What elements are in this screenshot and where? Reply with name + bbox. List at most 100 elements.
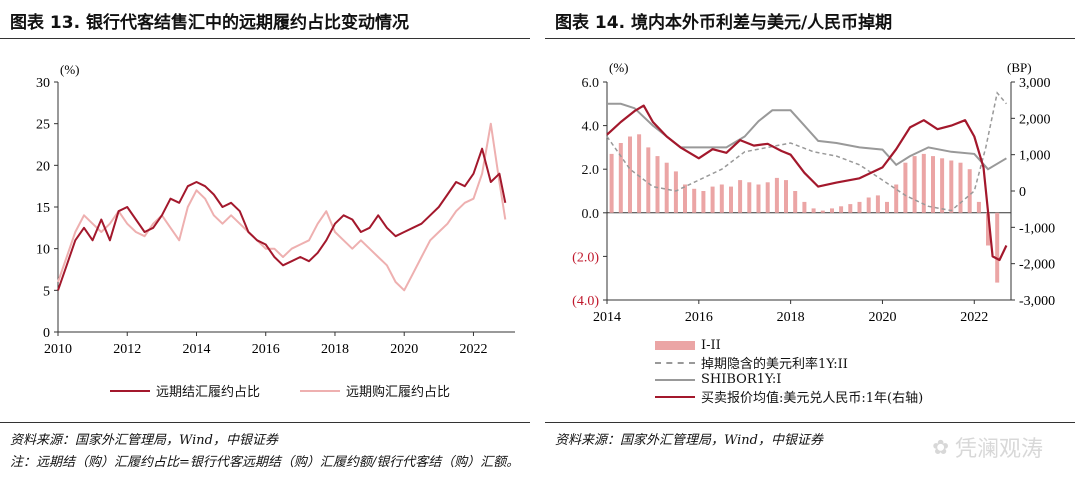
bar-i-ii: [673, 171, 678, 213]
bar-i-ii: [995, 212, 1000, 283]
x-tick-label: 2020: [868, 310, 896, 325]
bar-i-ii: [802, 201, 807, 213]
y-tick-label-right: 2,000: [1019, 112, 1051, 127]
bar-i-ii: [811, 208, 816, 213]
x-tick-label: 2020: [390, 342, 418, 357]
bar-i-ii: [765, 182, 770, 213]
figure-14-chart: 6.0 4.0 2.0 0.0 (2.0) (4.0) 3,000 2,000 1,000 0 -1…: [572, 60, 1055, 325]
figure-13-source: 资料来源：国家外汇管理局，Wind，中银证券: [10, 433, 278, 448]
x-tick-label: 2022: [960, 310, 988, 325]
figure-13-title: 图表 13. 银行代客结售汇中的远期履约占比变动情况: [10, 13, 409, 33]
y-tick-label-left: (2.0): [572, 250, 599, 265]
y-tick-label: 5: [43, 284, 50, 299]
figure-13-legend: 远期结汇履约占比 远期购汇履约占比: [110, 382, 451, 400]
series-line-1: [57, 147, 507, 291]
legend-label: 掉期隐含的美元利率1Y:II: [701, 357, 848, 372]
bar-i-ii: [830, 208, 834, 213]
y-tick-label: 30: [36, 76, 50, 91]
y-tick-label-right: 0: [1019, 185, 1026, 200]
figure-14-source: 资料来源：国家外汇管理局，Wind，中银证券: [555, 433, 823, 448]
legend-item-series-1: 远期结汇履约占比: [110, 382, 261, 400]
x-tick-label: 2018: [321, 342, 349, 357]
x-tick-label: 2010: [44, 342, 72, 357]
bar-i-ii: [894, 184, 899, 213]
bar-i-ii: [719, 184, 724, 213]
y-axis-label-left: (%): [609, 60, 629, 75]
bar-i-ii: [949, 160, 954, 213]
series-line-swap-implied-usd: [606, 91, 1007, 212]
bar-i-ii: [857, 201, 862, 213]
bar-i-ii: [976, 201, 981, 213]
y-tick-label-left: (4.0): [572, 294, 599, 309]
bar-i-ii: [958, 162, 963, 213]
y-tick-label-left: 6.0: [582, 76, 600, 91]
x-tick-label: 2014: [182, 342, 210, 357]
figure-14-title: 图表 14. 境内本外币利差与美元/人民币掉期: [555, 13, 893, 33]
bar-i-ii: [903, 162, 908, 213]
divider: [545, 38, 1075, 39]
y-tick-label: 20: [36, 159, 50, 174]
figure-14: 图表 14. 境内本外币利差与美元/人民币掉期 6.0 4.0 2.0 0.0 (2.0…: [545, 0, 1075, 497]
figure-13-note: 注：远期结（购）汇履约占比=银行代客远期结（购）汇履约额/银行代客结（购）汇额。: [10, 455, 520, 470]
x-tick-label: 2016: [252, 342, 280, 357]
x-tick-label: 2012: [113, 342, 141, 357]
divider: [0, 38, 530, 39]
bar-i-ii: [738, 180, 743, 213]
y-tick-label-left: 2.0: [582, 163, 600, 178]
bar-i-ii: [628, 136, 632, 213]
legend-label: 买卖报价均值:美元兑人民币:1年(右轴): [701, 391, 924, 406]
bar-i-ii: [701, 191, 706, 213]
bar-i-ii: [637, 134, 642, 213]
bar-i-ii: [710, 186, 715, 213]
legend-swatch: [655, 341, 695, 350]
legend-label: 远期结汇履约占比: [156, 385, 261, 400]
legend-label: I-II: [701, 338, 721, 353]
legend-item-swap: 买卖报价均值:美元兑人民币:1年(右轴): [655, 388, 924, 406]
bar-i-ii: [646, 147, 651, 213]
bar-i-ii: [820, 210, 825, 213]
bar-i-ii: [967, 169, 972, 213]
bar-i-ii: [664, 162, 669, 213]
legend-label: 远期购汇履约占比: [346, 385, 451, 400]
y-tick-label-left: 0.0: [582, 207, 600, 222]
bar-i-ii: [747, 182, 752, 213]
bar-i-ii: [784, 180, 788, 213]
x-tick-label: 2014: [593, 310, 621, 325]
x-tick-label: 2022: [459, 342, 487, 357]
y-tick-label-right: -1,000: [1019, 221, 1055, 236]
x-tick-label: 2018: [777, 310, 805, 325]
figure-14-legend: I-II 掉期隐含的美元利率1Y:II SHIBOR1Y:I 买卖报价均值:美元…: [655, 337, 924, 406]
bar-i-ii: [866, 197, 871, 213]
wechat-icon: ✿: [932, 435, 949, 459]
bar-i-ii: [885, 201, 889, 213]
y-tick-label-left: 4.0: [582, 120, 600, 135]
y-axis-label: (%): [60, 62, 80, 77]
bar-i-ii: [609, 153, 614, 213]
legend-swatch: [110, 389, 150, 392]
legend-item-bars: I-II: [655, 337, 923, 354]
bar-i-ii: [848, 204, 853, 213]
series-line-usdcny-swap: [606, 104, 1008, 262]
bar-i-ii: [986, 212, 990, 246]
bar-i-ii: [774, 177, 779, 213]
legend-swatch: [300, 389, 341, 392]
bar-i-ii: [931, 156, 935, 213]
legend-label: SHIBOR1Y:I: [701, 372, 782, 387]
bar-i-ii: [692, 188, 697, 213]
bar-i-ii: [940, 158, 945, 213]
watermark: ✿ 凭澜观涛: [932, 431, 1043, 463]
bar-i-ii: [683, 184, 687, 213]
bar-i-ii: [756, 184, 761, 213]
y-tick-label-right: 1,000: [1019, 149, 1051, 164]
x-tick-label: 2016: [685, 310, 713, 325]
legend-item-dashed: 掉期隐含的美元利率1Y:II: [655, 354, 923, 372]
figure-13-chart: 0 5 10 15 20 25 30 (%) 2010 2012 2014 2016 2018 2020 2…: [36, 62, 515, 357]
y-axis-label-right: (BP): [1007, 60, 1032, 75]
bar-i-ii: [839, 206, 844, 213]
y-tick-label-right: -2,000: [1019, 258, 1055, 273]
y-tick-label: 25: [36, 118, 50, 133]
legend-item-shibor: SHIBOR1Y:I: [655, 371, 923, 388]
bar-i-ii: [793, 191, 798, 213]
bar-i-ii: [875, 195, 880, 213]
legend-item-series-2: 远期购汇履约占比: [300, 382, 451, 400]
